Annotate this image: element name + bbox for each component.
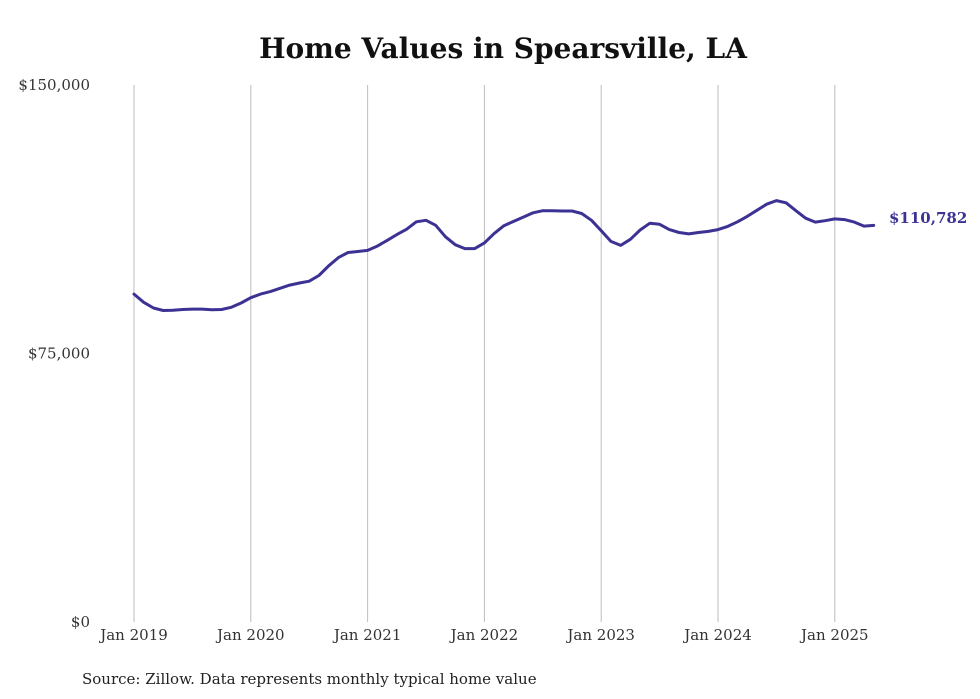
y-tick-label: $75,000: [28, 345, 90, 363]
x-tick-label: Jan 2019: [98, 626, 168, 644]
y-axis: $0 $75,000 $150,000: [18, 76, 90, 631]
y-tick-label: $150,000: [18, 76, 90, 94]
x-tick-label: Jan 2021: [332, 626, 402, 644]
x-tick-label: Jan 2024: [682, 626, 752, 644]
x-tick-label: Jan 2023: [565, 626, 635, 644]
x-tick-label: Jan 2022: [449, 626, 519, 644]
chart-title: Home Values in Spearsville, LA: [259, 32, 748, 65]
grid-layer: [133, 85, 836, 622]
end-value-label: $110,782: [889, 209, 967, 227]
x-tick-label: Jan 2020: [215, 626, 285, 644]
source-note: Source: Zillow. Data represents monthly …: [82, 670, 537, 688]
x-tick-label: Jan 2025: [799, 626, 869, 644]
series-line: [132, 199, 876, 312]
y-tick-label: $0: [71, 613, 90, 631]
x-axis: Jan 2019 Jan 2020 Jan 2021 Jan 2022 Jan 2023…: [98, 626, 868, 644]
plot-area: [132, 199, 876, 312]
